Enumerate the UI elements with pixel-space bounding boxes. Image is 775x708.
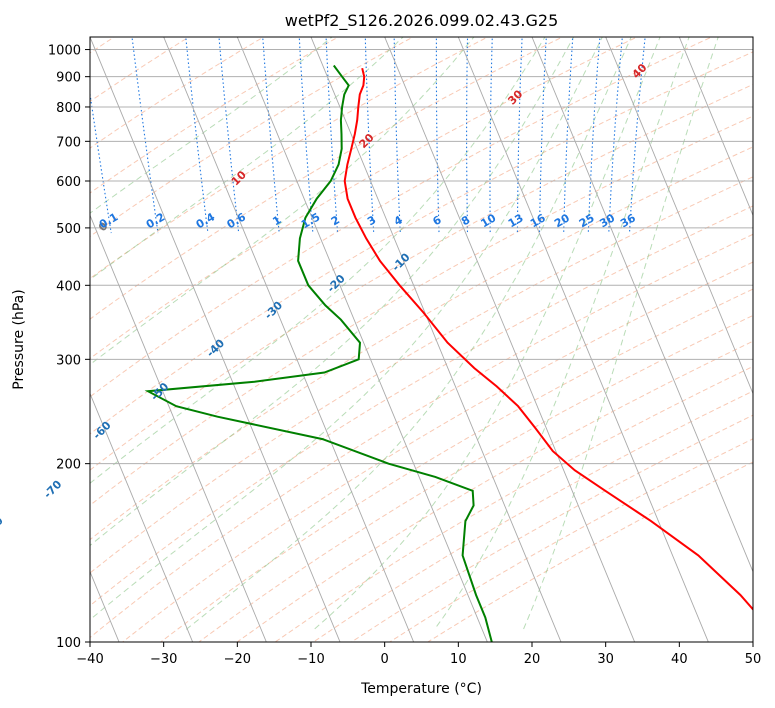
- mixing-ratio-line: [218, 37, 240, 234]
- isotherm: [310, 37, 562, 642]
- isotherm: [90, 37, 341, 642]
- x-tick-label: −20: [224, 652, 251, 667]
- pressure-gridlines: [90, 49, 753, 642]
- mixing-ratio-line: [185, 37, 209, 234]
- dry-adiabat: [274, 365, 753, 642]
- y-tick-label: 600: [56, 175, 81, 190]
- isotherm: [605, 37, 753, 395]
- dewpoint-line: [144, 64, 493, 642]
- mixing-ratio-line: [587, 37, 601, 234]
- isotherm: [90, 214, 267, 642]
- mixing-ratio-line: [563, 37, 574, 234]
- dry-adiabat: [90, 51, 753, 435]
- isotherm: [384, 37, 636, 642]
- moist-adiabat: [90, 37, 603, 621]
- isotherm: [531, 37, 753, 573]
- x-tick-label: −30: [150, 652, 177, 667]
- x-axis-ticks: −40 −30 −20 −10 0 10 20 30 40 50: [76, 642, 761, 667]
- y-tick-label: 400: [56, 279, 81, 294]
- dry-adiabat: [236, 340, 753, 642]
- dry-adiabat: [90, 176, 753, 574]
- temperature-line: [343, 67, 753, 611]
- isotherm: [236, 37, 488, 642]
- y-tick-label: 200: [56, 458, 81, 473]
- y-tick-label: 1000: [48, 44, 81, 59]
- x-tick-label: −40: [76, 652, 103, 667]
- x-tick-label: 20: [524, 652, 541, 667]
- x-tick-label: 0: [381, 652, 389, 667]
- y-tick-label: 500: [56, 222, 81, 237]
- y-tick-label: 800: [56, 101, 81, 116]
- isotherm: [163, 37, 415, 642]
- y-axis-ticks: 100 200 300 400 500 600 700 800 900 1000: [48, 44, 90, 651]
- mixing-ratio-line: [90, 90, 112, 234]
- mixing-ratio-line: [364, 37, 375, 234]
- y-tick-label: 100: [56, 636, 81, 651]
- dry-adiabat: [198, 314, 753, 642]
- y-tick-label: 300: [56, 353, 81, 368]
- y-axis-label: Pressure (hPa): [11, 289, 27, 389]
- mixing-ratio-line: [608, 37, 623, 234]
- mixing-ratio-line: [516, 37, 523, 234]
- mixing-ratio-line: [435, 37, 440, 234]
- x-tick-label: 30: [597, 652, 614, 667]
- moist-adiabat: [90, 37, 546, 484]
- mixing-ratio-line: [298, 37, 314, 234]
- dry-adiabat: [90, 115, 753, 506]
- moist-adiabat: [90, 37, 333, 214]
- mixing-ratio-line: [538, 37, 547, 234]
- dry-adiabat: [160, 288, 753, 642]
- isotherm-label: -80: [0, 514, 6, 537]
- mixing-ratio-line: [131, 37, 159, 234]
- isotherm: [457, 37, 709, 642]
- mixing-ratio-line: [325, 37, 339, 234]
- x-tick-label: 10: [450, 652, 467, 667]
- mixing-ratio-line: [262, 37, 280, 234]
- profile-series: [144, 64, 753, 642]
- dry-adiabat: [90, 146, 753, 541]
- x-tick-label: 40: [671, 652, 688, 667]
- moist-adiabat: [90, 37, 575, 547]
- y-tick-label: 900: [56, 71, 81, 86]
- x-tick-label: −10: [297, 652, 324, 667]
- x-axis-label: Temperature (°C): [360, 681, 482, 697]
- isotherm: [90, 392, 194, 642]
- x-tick-label: 50: [745, 652, 762, 667]
- isotherm: [678, 37, 753, 217]
- plot-frame: [89, 36, 754, 643]
- y-tick-label: 700: [56, 135, 81, 150]
- chart-title: wetPf2_S126.2026.099.02.43.G25: [285, 11, 559, 31]
- mixing-ratio-line: [393, 37, 401, 234]
- dry-adiabat: [90, 205, 753, 607]
